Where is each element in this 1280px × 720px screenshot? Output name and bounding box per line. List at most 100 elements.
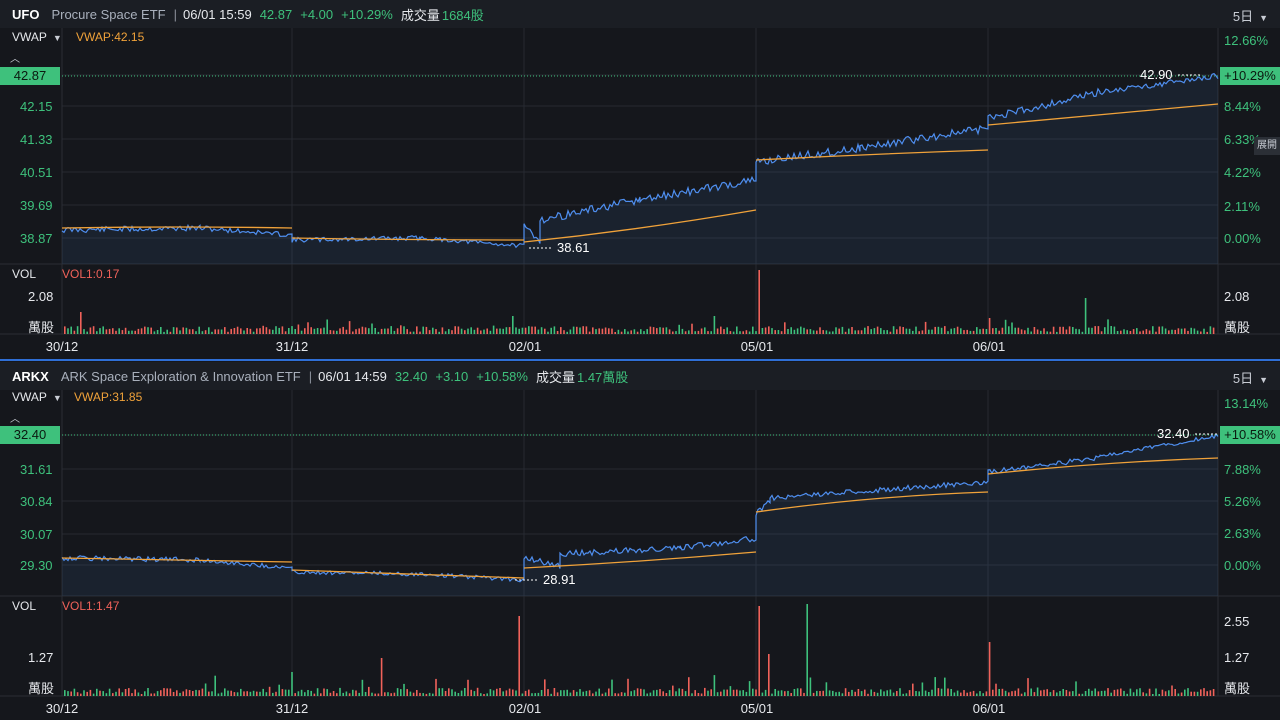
vwap-selector[interactable]: VWAP ▼ [12,30,62,44]
volume-bar [80,693,82,696]
volume-bar [857,330,860,334]
volume-bar [585,326,588,334]
volume-bar [105,693,108,696]
volume-bar [1078,329,1080,334]
volume-bar [1027,327,1029,334]
volume-bar [332,691,335,696]
volume-bar [160,327,162,334]
vwap-selector[interactable]: VWAP ▼ [12,390,62,404]
volume-bar [972,690,975,696]
volume-bar [396,328,399,334]
volume-bar [1148,330,1151,334]
period-dropdown[interactable]: 5日 ▼ [1233,6,1268,25]
volume-bar [1078,693,1080,696]
volume-bar [137,692,140,696]
volume-bar [217,329,220,334]
volume-bar [480,330,482,334]
volume-bar [380,328,383,334]
vwap-line [61,226,293,229]
volume-bar [432,693,434,696]
expand-button[interactable]: 展開 [1254,137,1280,155]
period-dropdown[interactable]: 5日 ▼ [1233,368,1268,387]
volume-bar [371,323,373,334]
volume-bar [1132,329,1135,334]
vwap-line [61,557,293,563]
chevron-down-icon: ▼ [52,393,62,403]
volume-bar [499,688,501,696]
chart-panel-ufo[interactable]: UFO Procure Space ETF | 06/01 15:59 42.8… [0,0,1280,358]
price-chart[interactable]: 38.87 39.69 40.51 41.33 42.15 0.00% 2.11% 4.22%… [0,0,1280,358]
collapse-icon[interactable]: ︿ [10,414,20,425]
vol-tick: 1.27 [28,650,53,665]
change: +3.10 [435,368,469,384]
date-tick: 30/12 [46,339,79,354]
volume-bar [1017,688,1020,696]
volume-bar [531,693,533,696]
volume-bar [486,693,488,696]
chart-panel-arkx[interactable]: ARKX ARK Space Exploration & Innovation … [0,362,1280,720]
vol-tick: 萬股 [28,681,54,696]
last-price: 42.87 [259,6,293,22]
volume-bar [1187,688,1189,696]
vol-tick: 1.27 [1224,650,1249,665]
volume-bar [467,679,469,696]
volume-bar [579,689,581,696]
volume-bar [236,692,239,696]
collapse-icon[interactable]: ︿ [10,54,20,65]
volume-bar [630,330,632,334]
volume-bar [268,329,271,334]
price-tick: 39.69 [20,198,53,213]
volume-bar [608,328,610,334]
volume-bar [1193,691,1196,696]
volume-bar [790,693,792,696]
volume-bar [905,693,908,696]
volume-bar [1094,688,1096,696]
timestamp: 06/01 15:59 [183,6,252,22]
volume-bar [259,328,261,334]
percent-tick: 7.88% [1224,462,1261,477]
volume-bar [841,693,844,696]
volume-bar [998,689,1000,696]
price-chart[interactable]: 29.30 30.07 30.84 31.61 0.00% 2.63% 5.26% 7.88%… [0,362,1280,720]
volume-bar [934,677,936,696]
volume-bar [710,689,712,696]
volume-bar [764,327,767,334]
volume-bar [614,693,616,696]
volume-bar [771,328,773,334]
volume-bar [345,329,348,334]
volume-bar [828,690,831,696]
volume-bar [883,691,885,696]
volume-bar [713,316,716,334]
volume-bar [972,330,975,334]
volume-bar [204,330,207,334]
volume-bar [1049,331,1052,334]
volume-bar [323,688,325,696]
volume-bar [313,693,316,696]
volume-bar [444,691,447,696]
volume-bar [627,331,629,334]
volume-bar [185,689,188,696]
volume-bar [374,693,376,696]
volume-bar [147,327,149,334]
volume-bar [736,689,738,696]
volume-bar [265,327,268,334]
symbol[interactable]: UFO [12,6,40,22]
vol-selector[interactable]: VOL [12,599,37,613]
vol-selector[interactable]: VOL [12,267,37,281]
price-line [61,433,1219,583]
volume-bar [406,689,408,696]
volume-bar [76,326,79,334]
volume-bar [192,691,194,696]
volume-bar [822,330,824,334]
volume-bar [844,688,847,696]
volume-bar [150,327,152,334]
volume-bar [796,328,799,334]
volume-bar [387,692,389,696]
symbol[interactable]: ARKX [12,368,49,384]
volume-bar [537,692,540,696]
volume-bar [256,328,258,334]
panel-divider [0,359,1280,361]
percent-tick: 6.33% [1224,132,1261,147]
volume-bar [96,331,98,334]
volume-bar [921,682,924,696]
